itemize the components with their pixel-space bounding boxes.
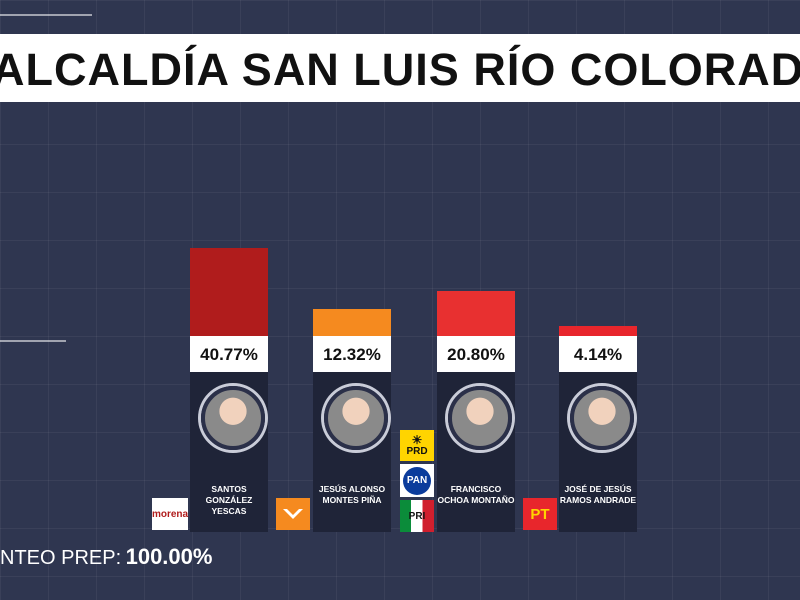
decor-line <box>0 340 66 342</box>
title-bar: ALCALDÍA SAN LUIS RÍO COLORADO <box>0 34 800 102</box>
pt-logo-icon: PT <box>523 498 557 530</box>
chart-title: ALCALDÍA SAN LUIS RÍO COLORADO <box>0 44 800 95</box>
candidate-name: FRANCISCO OCHOA MONTAÑO <box>437 484 515 505</box>
candidate-column: 4.14% JOSÉ DE JESÚS RAMOS ANDRADE <box>559 200 637 532</box>
movimiento-ciudadano-logo-icon <box>276 498 310 530</box>
candidate-column: 20.80% FRANCISCO OCHOA MONTAÑO <box>437 200 515 532</box>
candidate-column: 40.77% SANTOS GONZÁLEZ YESCAS <box>190 200 268 532</box>
morena-logo-icon: morena <box>152 498 188 530</box>
party-name: PAN <box>403 466 431 495</box>
candidate-column: 12.32% JESÚS ALONSO MONTES PIÑA <box>313 200 391 532</box>
party-name: PRD <box>406 446 428 457</box>
candidate-photo <box>448 386 512 450</box>
candidate-card: SANTOS GONZÁLEZ YESCAS <box>190 372 268 532</box>
candidate-name: JOSÉ DE JESÚS RAMOS ANDRADE <box>559 484 637 505</box>
party-name: morena <box>151 508 189 520</box>
candidate-card: FRANCISCO OCHOA MONTAÑO <box>437 372 515 532</box>
candidate-card: JOSÉ DE JESÚS RAMOS ANDRADE <box>559 372 637 532</box>
prep-label: NTEO PREP: <box>0 547 122 569</box>
candidate-photo <box>570 386 634 450</box>
candidate-name: SANTOS GONZÁLEZ YESCAS <box>205 484 253 516</box>
candidate-card: JESÚS ALONSO MONTES PIÑA <box>313 372 391 532</box>
data-label: 40.77% <box>190 336 268 372</box>
candidate-name: JESÚS ALONSO MONTES PIÑA <box>318 484 386 505</box>
data-label: 20.80% <box>437 336 515 372</box>
party-name: PT <box>530 505 550 523</box>
bar <box>190 247 268 336</box>
prep-value: 100.00% <box>125 544 213 569</box>
candidate-photo <box>324 386 388 450</box>
party-name: PRI <box>408 510 426 522</box>
data-label: 12.32% <box>313 336 391 372</box>
decor-line <box>0 14 92 16</box>
bar <box>313 309 391 336</box>
prd-logo-icon: ☀ PRD <box>400 430 434 461</box>
pan-logo-icon: PAN <box>400 464 434 497</box>
bar <box>559 326 637 336</box>
candidate-photo <box>201 386 265 450</box>
pri-logo-icon: PRI <box>400 500 434 532</box>
bar <box>437 291 515 336</box>
data-label: 4.14% <box>559 336 637 372</box>
eagle-icon <box>283 509 303 519</box>
prep-status: NTEO PREP: 100.00% <box>0 544 212 570</box>
